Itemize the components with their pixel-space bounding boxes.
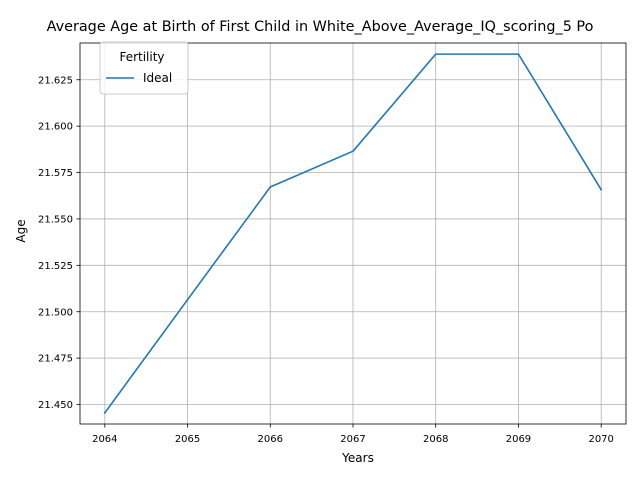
y-tick-label: 21.600 xyxy=(38,122,73,133)
chart-title: Average Age at Birth of First Child in W… xyxy=(47,19,594,35)
x-tick-label: 2069 xyxy=(506,434,531,445)
legend-label-ideal: Ideal xyxy=(143,71,172,85)
x-tick-label: 2068 xyxy=(423,434,448,445)
y-axis-label: Age xyxy=(14,219,28,242)
grid-lines xyxy=(80,43,626,424)
x-tick-label: 2065 xyxy=(175,434,200,445)
y-tick-label: 21.525 xyxy=(38,261,73,272)
data-point xyxy=(186,298,189,301)
x-tick-label: 2064 xyxy=(92,434,117,445)
y-tick-label: 21.625 xyxy=(38,75,73,86)
data-point xyxy=(269,186,272,188)
x-axis-label: Years xyxy=(341,451,374,465)
data-point xyxy=(104,412,106,414)
y-tick-label: 21.475 xyxy=(38,354,73,365)
legend-title: Fertility xyxy=(119,50,164,64)
legend: Fertility Ideal xyxy=(99,41,189,95)
y-tick-label: 21.575 xyxy=(38,168,73,179)
data-point xyxy=(434,53,437,55)
series-lines xyxy=(103,53,603,414)
y-tick-label: 21.550 xyxy=(38,215,73,226)
data-point xyxy=(517,53,520,55)
x-axis: 2064 2065 2066 2067 2068 2069 2070 xyxy=(92,424,614,445)
legend-box xyxy=(99,41,189,95)
x-tick-label: 2066 xyxy=(258,434,283,445)
y-tick-label: 21.450 xyxy=(38,400,73,411)
data-point xyxy=(352,150,354,152)
x-tick-label: 2070 xyxy=(588,434,613,445)
x-tick-label: 2067 xyxy=(340,434,365,445)
data-point xyxy=(600,188,602,191)
y-tick-label: 21.500 xyxy=(38,307,73,318)
y-axis: 21.450 21.475 21.500 21.525 21.550 21.575 21.6… xyxy=(38,75,80,411)
